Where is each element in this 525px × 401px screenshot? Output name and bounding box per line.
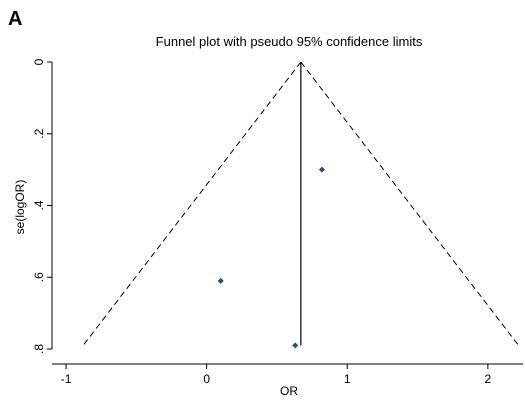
x-axis-title: OR [280,384,298,398]
data-point-3 [292,342,299,349]
data-points [217,166,325,349]
data-point-2 [217,277,224,284]
panel-label: A [8,8,22,30]
y-tick-label-4: .8 [32,344,46,354]
axes: -1 0 1 2 0 .2 .4 .6 .8 [32,58,523,386]
y-tick-label-3: .6 [32,272,46,282]
x-tick-label-0: -1 [61,372,72,386]
x-tick-label-3: 2 [485,372,492,386]
funnel-layer [82,61,519,346]
y-tick-label-1: .2 [32,128,46,138]
chart-title: Funnel plot with pseudo 95% confidence l… [156,34,423,49]
y-tick-label-2: .4 [32,200,46,210]
x-tick-label-1: 0 [203,372,210,386]
lower-confidence-limit [82,61,302,346]
data-point-1 [318,166,325,173]
upper-confidence-limit [300,61,519,346]
x-tick-label-2: 1 [344,372,351,386]
y-tick-label-0: 0 [32,58,46,65]
y-axis-title: se(logOR) [13,180,27,235]
